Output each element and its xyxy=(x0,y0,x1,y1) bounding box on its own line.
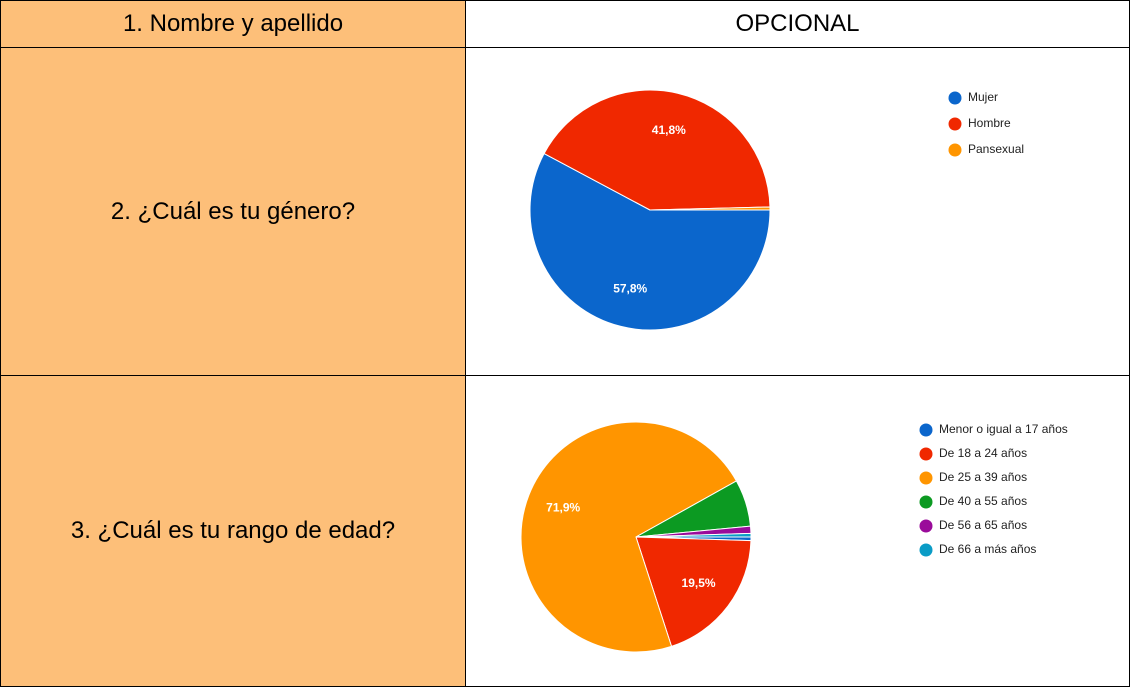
legend-label: De 40 a 55 años xyxy=(939,494,1027,508)
legend-label: Hombre xyxy=(968,116,1011,130)
pie-slice xyxy=(635,532,752,538)
cell: 2. ¿Cuál es tu género? xyxy=(0,47,466,376)
pie-slice xyxy=(529,152,771,331)
legend-label: De 18 a 24 años xyxy=(939,446,1027,460)
legend-swatch xyxy=(919,423,933,437)
legend-label: De 25 a 39 años xyxy=(939,470,1027,484)
slice-label: 41,8% xyxy=(652,123,686,137)
slice-label: 71,9% xyxy=(546,501,580,515)
cell: 1. Nombre y apellido xyxy=(0,0,466,48)
legend-swatch xyxy=(919,471,933,485)
legend-swatch xyxy=(919,447,933,461)
legend-label: De 66 a más años xyxy=(939,542,1036,556)
legend-swatch xyxy=(948,143,962,157)
legend-swatch xyxy=(919,519,933,533)
legend-label: De 56 a 65 años xyxy=(939,518,1027,532)
legend-swatch xyxy=(919,495,933,509)
slice-label: 57,8% xyxy=(613,281,647,295)
pie-slice xyxy=(649,206,771,211)
legend-label: Mujer xyxy=(968,90,998,104)
legend-label: Menor o igual a 17 años xyxy=(939,422,1068,436)
legend-swatch xyxy=(948,91,962,105)
legend-swatch xyxy=(948,117,962,131)
pie-slice xyxy=(543,89,771,211)
pie-slice xyxy=(520,421,738,653)
legend-label: Pansexual xyxy=(968,142,1024,156)
slice-label: 19,5% xyxy=(682,576,716,590)
pie-slice xyxy=(635,536,752,648)
legend-swatch xyxy=(919,543,933,557)
cell: 3. ¿Cuál es tu rango de edad? xyxy=(0,375,466,687)
